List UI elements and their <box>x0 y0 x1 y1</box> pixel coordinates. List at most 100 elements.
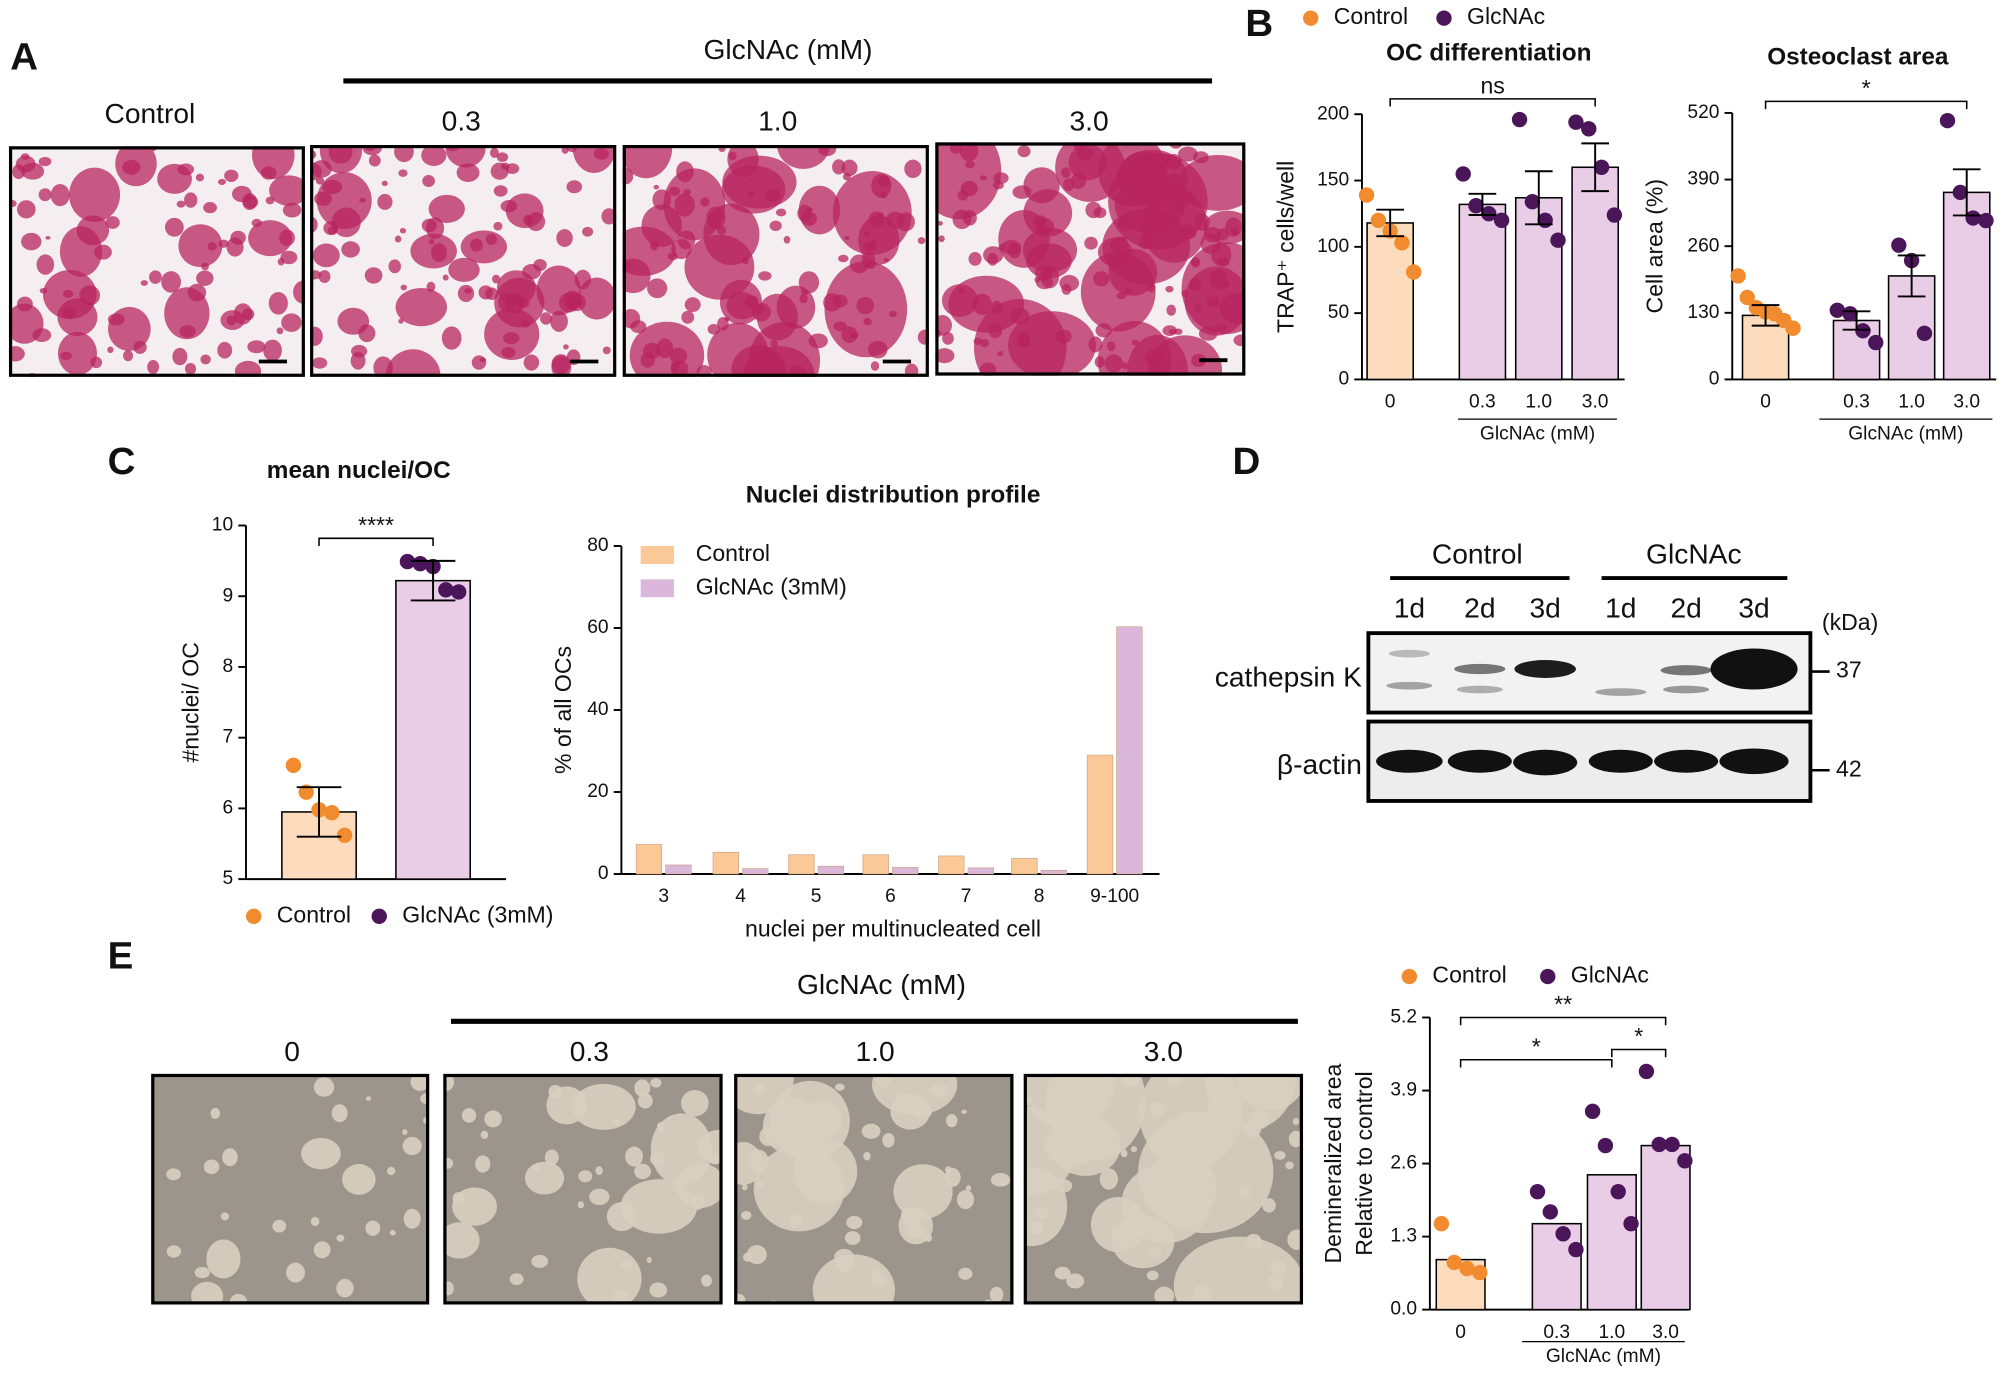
y-tick-label: 3.9 <box>1390 1080 1417 1101</box>
blob <box>1239 1184 1251 1198</box>
error-bar <box>1581 142 1609 193</box>
bands <box>1376 648 1798 776</box>
blob <box>754 1082 766 1096</box>
blob <box>823 293 842 312</box>
data-point <box>1550 232 1566 248</box>
micrograph <box>1023 1073 1304 1305</box>
blob <box>1108 248 1158 296</box>
data-point <box>336 827 353 843</box>
blob <box>241 308 255 321</box>
blob <box>960 180 978 197</box>
blob <box>242 192 257 211</box>
blob <box>1204 1073 1297 1130</box>
blob <box>1166 1073 1183 1087</box>
blob <box>21 232 42 251</box>
blob <box>1178 146 1198 162</box>
bar <box>635 844 663 875</box>
blob <box>1106 341 1116 352</box>
blob <box>484 1110 502 1128</box>
blob <box>342 1164 376 1195</box>
blob <box>797 204 813 222</box>
blob <box>368 154 381 167</box>
blob <box>989 1286 1004 1303</box>
data-point <box>1542 1204 1558 1220</box>
blob <box>248 220 293 257</box>
blob <box>179 325 196 338</box>
lane-label: 1d <box>1605 592 1636 624</box>
bar <box>712 851 739 875</box>
blob <box>471 355 487 370</box>
lane-label: 3d <box>1738 592 1769 624</box>
blob <box>956 1190 975 1210</box>
y-tick-label: 390 <box>1687 169 1719 190</box>
blob <box>681 310 695 324</box>
blob <box>421 144 447 166</box>
blob <box>328 144 353 164</box>
blob <box>577 277 616 320</box>
blob <box>38 156 52 167</box>
blob <box>965 161 975 169</box>
image-label: 0.3 <box>442 105 481 137</box>
blob <box>1018 335 1031 348</box>
y-tick-label: 7 <box>222 727 233 748</box>
data-point <box>1978 212 1994 229</box>
blob <box>1054 1266 1071 1280</box>
blob <box>492 274 501 284</box>
blob <box>1008 243 1022 259</box>
blob <box>983 246 1004 264</box>
blob <box>431 243 447 263</box>
data-point <box>1524 194 1541 210</box>
blob <box>893 1164 953 1219</box>
y-tick-label: 9 <box>222 585 233 606</box>
blob <box>1114 176 1186 233</box>
data-point <box>1739 289 1755 306</box>
blob <box>531 1254 549 1268</box>
blob <box>1148 1248 1162 1258</box>
blob <box>45 236 51 240</box>
blob <box>1023 1106 1076 1197</box>
blob <box>595 1166 603 1176</box>
blob <box>365 1096 372 1101</box>
blob <box>220 310 245 331</box>
x-tick-label: 1.0 <box>1525 392 1552 413</box>
significance-bracket <box>1611 1048 1667 1058</box>
blob <box>883 257 889 262</box>
image-label: 1.0 <box>758 105 797 137</box>
micrograph <box>8 146 305 377</box>
error-bar <box>1468 192 1497 216</box>
blob <box>841 159 858 177</box>
y-tick-label: 150 <box>1317 170 1349 191</box>
blob <box>164 217 184 237</box>
blob <box>783 235 791 244</box>
blob <box>965 1185 972 1192</box>
blob <box>470 238 483 252</box>
data-point <box>1916 325 1933 341</box>
legend-label: GlcNAc (3mM) <box>696 573 847 599</box>
image-label: 1.0 <box>856 1035 895 1067</box>
error-bar <box>1897 254 1926 298</box>
x-tick-label: 7 <box>961 886 972 907</box>
blob <box>1104 354 1123 373</box>
lane-label: 1d <box>1394 592 1425 624</box>
blob <box>683 189 691 196</box>
blob <box>105 216 120 229</box>
legend-label: Control <box>696 540 770 566</box>
blob <box>496 270 536 306</box>
significance-bracket <box>318 537 434 546</box>
image-frame <box>734 1073 1014 1305</box>
blob <box>566 180 583 194</box>
blob <box>577 1247 642 1305</box>
data-point <box>1581 121 1597 137</box>
blob <box>1093 207 1107 219</box>
blob <box>938 235 945 243</box>
significance-label: * <box>1532 1033 1541 1059</box>
data-point <box>1939 112 1956 129</box>
blob <box>1165 285 1174 293</box>
blob <box>336 1234 345 1242</box>
blob <box>157 163 192 194</box>
y-tick-label: 1.3 <box>1390 1226 1417 1247</box>
blob <box>871 173 892 198</box>
blob <box>684 297 701 313</box>
lane-label: 2d <box>1670 592 1701 624</box>
blob <box>863 1151 871 1161</box>
